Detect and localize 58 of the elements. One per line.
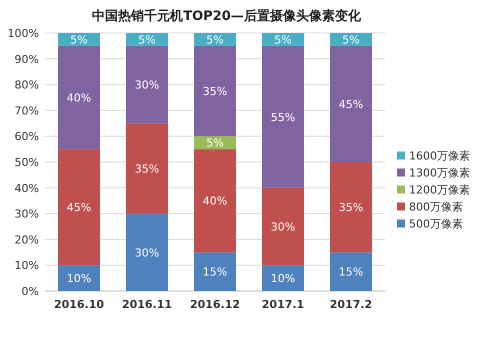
bar [126,214,168,291]
data-label: 15% [202,266,228,279]
data-label: 30% [270,220,296,234]
data-label: 15% [338,266,364,279]
chart-title: 中国热销千元机TOP20—后置摄像头像素变化 [92,8,362,24]
y-tick-label: 60% [14,130,39,144]
data-label: 45% [66,201,92,214]
bar [194,149,236,252]
data-label: 40% [66,92,92,104]
bar [330,252,372,291]
y-tick-label: 0% [22,285,39,298]
y-tick-label: 10% [14,259,39,272]
x-tick-label: 2017.2 [330,298,372,311]
data-label: 30% [134,78,160,92]
data-label: 35% [134,162,160,176]
data-label: 40% [202,194,228,208]
bar [262,188,304,266]
data-label: 5% [206,33,224,46]
bar [58,265,100,291]
x-tick-label: 2017.1 [262,298,304,311]
legend-label: 1300万像素 [409,166,470,180]
bar [126,123,168,214]
bar [262,46,304,188]
bar [330,46,372,162]
data-label: 5% [274,33,292,46]
data-label: 10% [270,272,296,286]
data-label: 5% [206,136,224,150]
bar [194,252,236,291]
bar [262,265,304,291]
data-label: 30% [134,246,160,260]
bar [194,46,236,136]
legend-label: 1200万像素 [409,184,470,196]
x-tick-label: 2016.11 [122,298,172,311]
bar [330,162,372,252]
y-tick-label: 20% [14,233,39,246]
bar [58,149,100,266]
data-label: 10% [66,272,92,286]
data-label: 5% [138,33,156,46]
bar [58,46,100,150]
data-label: 35% [202,85,228,98]
x-tick-label: 2016.10 [54,298,104,311]
y-tick-label: 70% [14,104,39,118]
legend-label: 800万像素 [409,200,463,214]
data-label: 45% [338,98,364,111]
y-tick-label: 50% [14,156,39,169]
data-label: 5% [342,33,360,46]
y-tick-label: 100% [8,27,39,40]
y-tick-label: 90% [14,52,39,66]
y-tick-label: 30% [14,208,39,221]
y-tick-label: 80% [14,78,39,92]
legend-label: 1600万像素 [409,150,470,162]
data-label: 35% [338,201,364,214]
data-label: 5% [70,33,88,46]
y-tick-label: 40% [14,182,39,195]
bar [126,46,168,124]
legend-label: 500万像素 [409,218,463,230]
x-tick-label: 2016.12 [190,298,240,311]
data-label: 55% [270,110,296,124]
